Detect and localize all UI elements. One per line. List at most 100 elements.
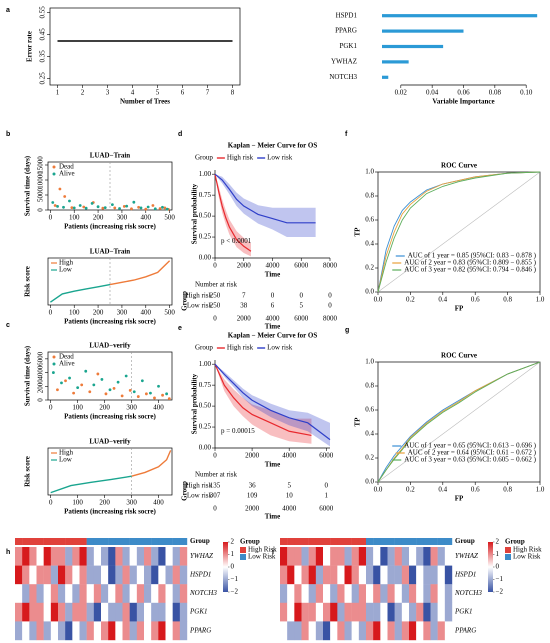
heat-cell [380, 602, 388, 622]
group-cell [344, 538, 352, 545]
heat-cell [58, 547, 66, 566]
point [51, 371, 55, 374]
point [161, 393, 164, 397]
heat-cell [444, 565, 453, 585]
heat-cell [65, 621, 73, 641]
risk-count: 5 [300, 302, 304, 310]
legend-label: Low Risk [513, 553, 541, 561]
heat-cell [337, 584, 345, 603]
heat-cell [344, 584, 352, 603]
risk-count: 38 [240, 302, 248, 310]
group-cell [337, 538, 345, 545]
heat-cell [315, 584, 324, 603]
y-tick-label: 0.8 [365, 382, 374, 390]
point [108, 388, 112, 392]
heat-cell [387, 602, 395, 622]
point [70, 206, 74, 210]
y-tick-label: 15000 [37, 156, 45, 174]
y-tick-label: 0.0 [365, 288, 374, 296]
survival-curve [214, 363, 331, 441]
x-tick-label: 400 [153, 404, 164, 412]
legend-label: Low risk [267, 154, 293, 162]
heat-cell [72, 621, 80, 641]
group-cell [172, 538, 181, 545]
group-cell [144, 538, 152, 545]
y-tick-label: 4000 [37, 365, 45, 380]
bar [382, 75, 389, 79]
x-tick-label: 300 [117, 309, 128, 317]
y-tick-label: 0.50 [199, 402, 212, 410]
heat-cell [22, 565, 30, 585]
heat-cell [323, 621, 331, 641]
risk-x-tick-label: 0 [213, 315, 217, 323]
colorbar-tick-label: −2 [231, 588, 239, 596]
group-cell [179, 538, 188, 545]
heat-cell [416, 602, 424, 622]
y-tick-label: 0.25 [199, 423, 212, 431]
heat-cell [144, 602, 152, 622]
heat-cell [50, 621, 59, 641]
group-cell [36, 538, 44, 545]
heat-cell [15, 547, 23, 566]
legend-swatch [505, 554, 511, 560]
y-tick-label: 0.2 [365, 454, 374, 462]
legend-label: AUC of 3 year = 0.82 (95%CI: 0.794 − 0.8… [404, 266, 536, 274]
y-tick-label: 0.75 [199, 191, 212, 199]
x-tick-label: 0.2 [406, 296, 415, 304]
heat-cell [108, 584, 116, 603]
risk-count: 6 [271, 302, 275, 310]
x-tick-label: 0.2 [406, 486, 415, 494]
heat-cell [444, 602, 453, 622]
heat-cell [308, 584, 317, 603]
heat-cell [423, 565, 431, 585]
survival-curve [214, 173, 316, 224]
x-tick-label: 300 [117, 214, 128, 222]
group-cell [115, 538, 123, 545]
series-line [109, 260, 171, 286]
heat-cell [351, 602, 360, 622]
heat-cell [430, 584, 438, 603]
point [130, 207, 133, 211]
heat-cell [409, 584, 417, 603]
heat-cell [79, 584, 87, 603]
point [144, 392, 148, 396]
point [96, 372, 100, 376]
plot-frame [377, 171, 541, 293]
point [122, 205, 126, 208]
point [165, 392, 169, 396]
legend-label: Low [59, 266, 73, 274]
heat-cell [287, 602, 295, 622]
risk-count: 0 [328, 302, 332, 310]
group-cell [366, 538, 374, 545]
heat-cell [394, 584, 403, 603]
heat-cell [151, 621, 159, 641]
heat-cell [380, 621, 388, 641]
row-label: YWHAZ [455, 552, 478, 560]
heat-cell [344, 547, 352, 566]
colorbar-tick-label: 0 [231, 563, 235, 571]
heat-cell [86, 621, 95, 641]
point [104, 392, 108, 396]
point [56, 205, 59, 208]
heat-cell [416, 565, 424, 585]
series-line [377, 171, 541, 293]
point [137, 205, 141, 209]
heat-cell [179, 565, 188, 585]
chart-title: ROC Curve [441, 352, 477, 360]
heat-cell [430, 547, 438, 566]
bar [382, 29, 464, 33]
risk-count: 0 [325, 482, 329, 490]
heat-cell [144, 584, 152, 603]
legend-label: High Risk [248, 546, 277, 554]
heat-cell [308, 547, 317, 566]
heat-cell [65, 584, 73, 603]
series-line [377, 171, 541, 293]
heat-cell [136, 602, 145, 622]
heat-cell [129, 584, 138, 603]
reference-diagonal [377, 171, 541, 293]
y-axis-label: Survival time (days) [24, 155, 32, 216]
x-tick-label: 1 [56, 89, 60, 97]
legend-label: Dead [59, 163, 74, 171]
confidence-band [215, 364, 312, 444]
heat-cell [79, 547, 87, 566]
